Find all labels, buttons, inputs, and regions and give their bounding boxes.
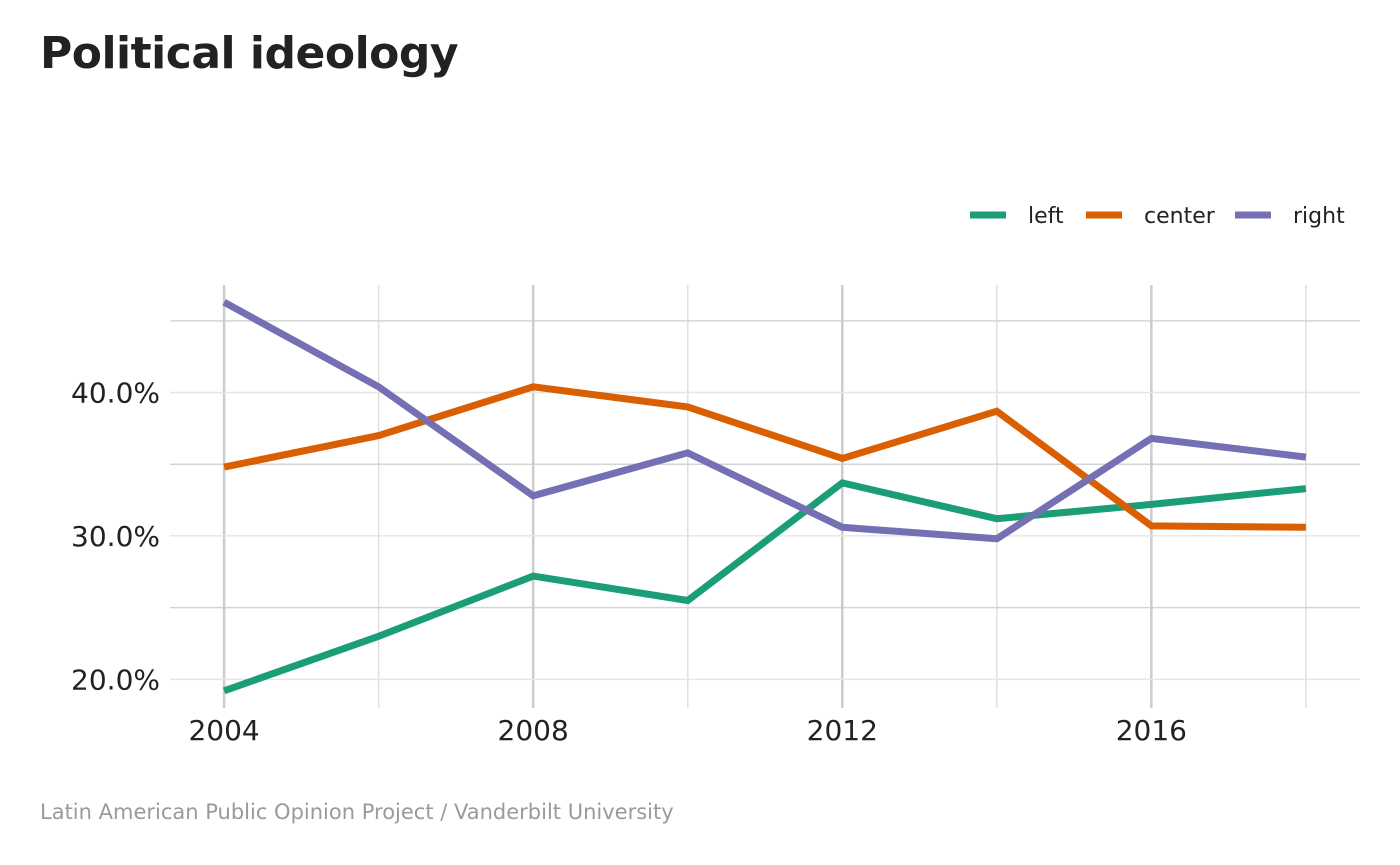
y-tick-label: 30.0%: [71, 520, 160, 553]
legend-label-left: left: [1028, 204, 1064, 229]
minor-gridlines: [170, 285, 1360, 708]
chart-title: Political ideology: [40, 28, 459, 79]
y-tick-label: 40.0%: [71, 377, 160, 410]
legend-label-right: right: [1293, 204, 1345, 229]
major-gridlines: [170, 285, 1360, 708]
source-caption: Latin American Public Opinion Project / …: [40, 800, 674, 824]
series-line-left: [222, 479, 1307, 695]
y-axis-tick-labels: 20.0% 30.0% 40.0%: [71, 377, 160, 697]
x-tick-label: 2004: [188, 714, 259, 747]
legend-label-center: center: [1144, 204, 1216, 229]
series-line-center: [223, 383, 1306, 531]
x-tick-label: 2008: [498, 714, 569, 747]
series-line-right: [222, 299, 1307, 543]
x-axis-tick-labels: 2004 2008 2012 2016: [188, 714, 1187, 747]
x-tick-label: 2012: [807, 714, 878, 747]
y-tick-label: 20.0%: [71, 663, 160, 696]
series-lines: [222, 299, 1307, 695]
x-tick-label: 2016: [1116, 714, 1187, 747]
legend: left center right: [970, 204, 1345, 229]
